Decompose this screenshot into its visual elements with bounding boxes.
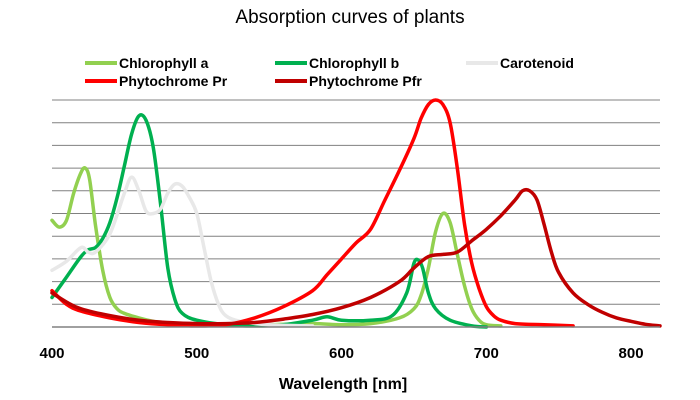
legend-label-chlorophyll-b: Chlorophyll b xyxy=(309,55,399,71)
legend-label-carotenoid: Carotenoid xyxy=(500,55,574,71)
legend-label-chlorophyll-a: Chlorophyll a xyxy=(119,55,209,71)
series-lines xyxy=(50,98,662,329)
x-tick-label: 700 xyxy=(474,345,499,362)
series-line-carotenoid xyxy=(50,175,315,328)
x-tick-label: 800 xyxy=(619,345,644,362)
legend-label-phytochrome-pfr: Phytochrome Pfr xyxy=(309,73,422,89)
x-tick-label: 400 xyxy=(39,345,64,362)
chart-title: Absorption curves of plants xyxy=(235,7,464,28)
x-tick-label: 500 xyxy=(184,345,209,362)
series-line-phytochrome-pfr xyxy=(50,187,662,328)
legend-label-phytochrome-pr: Phytochrome Pr xyxy=(119,73,228,89)
x-tick-labels: 400 500 600 700 800 xyxy=(39,345,643,362)
x-axis-title: Wavelength [nm] xyxy=(279,376,407,393)
legend: Chlorophyll a Chlorophyll b Carotenoid P… xyxy=(85,55,574,89)
series-line-phytochrome-pr xyxy=(50,98,575,328)
x-tick-label: 600 xyxy=(329,345,354,362)
